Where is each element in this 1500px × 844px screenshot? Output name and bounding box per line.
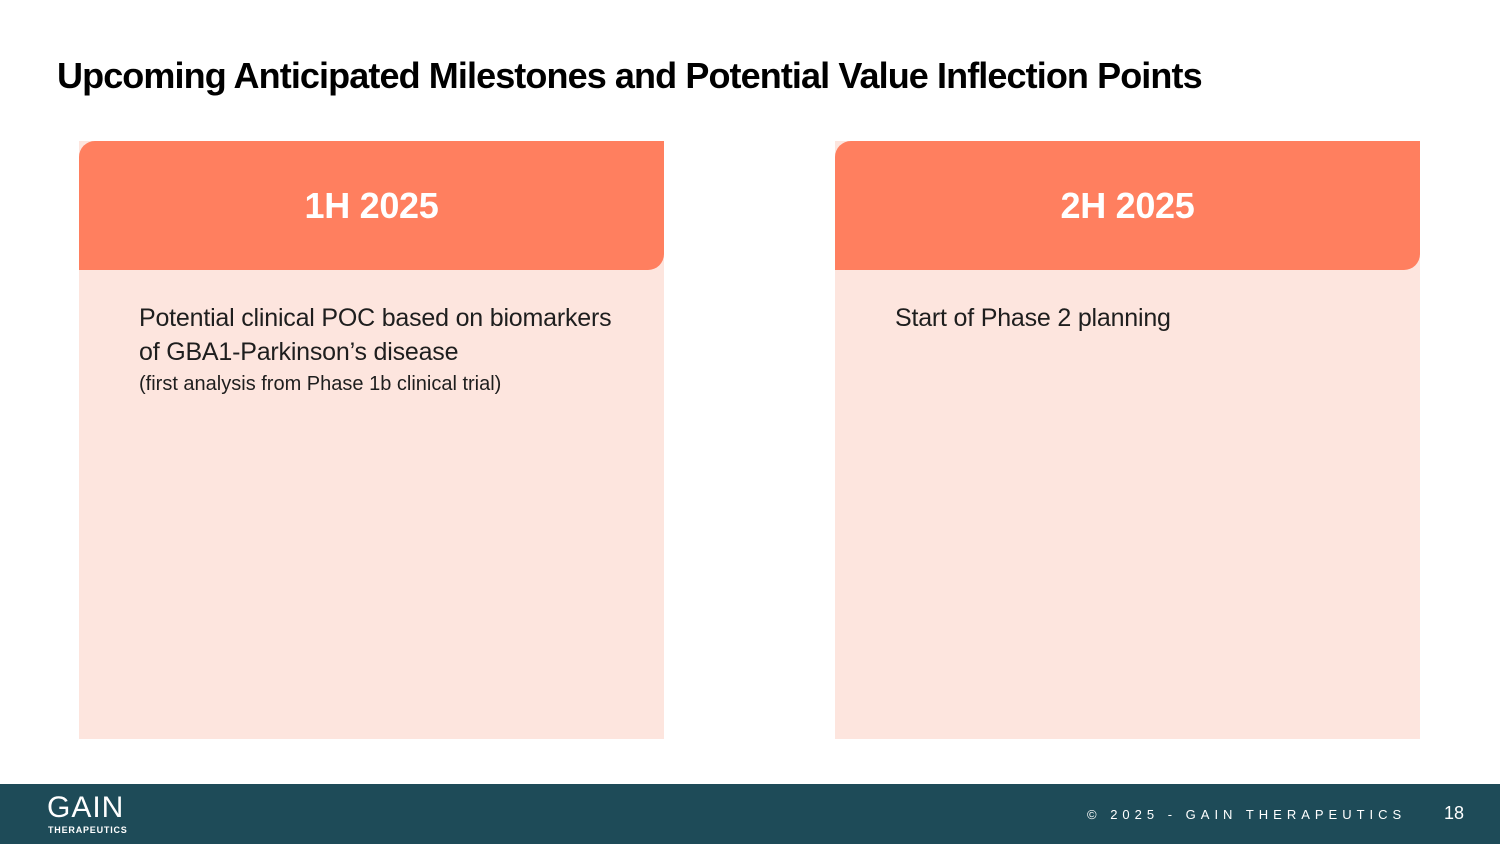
- milestone-text: Start of Phase 2 planning: [895, 304, 1171, 332]
- card-header-label: 2H 2025: [1060, 184, 1195, 226]
- logo-subtitle: THERAPEUTICS: [48, 825, 128, 835]
- milestone-card-2h-2025: 2H 2025 Start of Phase 2 planning: [835, 141, 1420, 739]
- page-number: 18: [1444, 803, 1465, 823]
- milestone-note: (first analysis from Phase 1b clinical t…: [139, 373, 502, 395]
- card-body: Start of Phase 2 planning: [835, 270, 1420, 335]
- copyright-notice: © 2025 - GAIN THERAPEUTICS: [1087, 807, 1407, 822]
- card-header: 2H 2025: [835, 141, 1420, 270]
- gain-logo: GAIN THERAPEUTICS: [47, 792, 137, 836]
- milestone-text: Potential clinical POC based on biomarke…: [139, 304, 612, 366]
- card-header: 1H 2025: [79, 141, 664, 270]
- card-header-label: 1H 2025: [304, 184, 439, 226]
- milestone-card-1h-2025: 1H 2025 Potential clinical POC based on …: [79, 141, 664, 739]
- footer-bar: GAIN THERAPEUTICS © 2025 - GAIN THERAPEU…: [0, 784, 1500, 844]
- slide-title: Upcoming Anticipated Milestones and Pote…: [57, 55, 1203, 96]
- card-body: Potential clinical POC based on biomarke…: [79, 270, 664, 399]
- logo-wordmark: GAIN: [47, 791, 125, 824]
